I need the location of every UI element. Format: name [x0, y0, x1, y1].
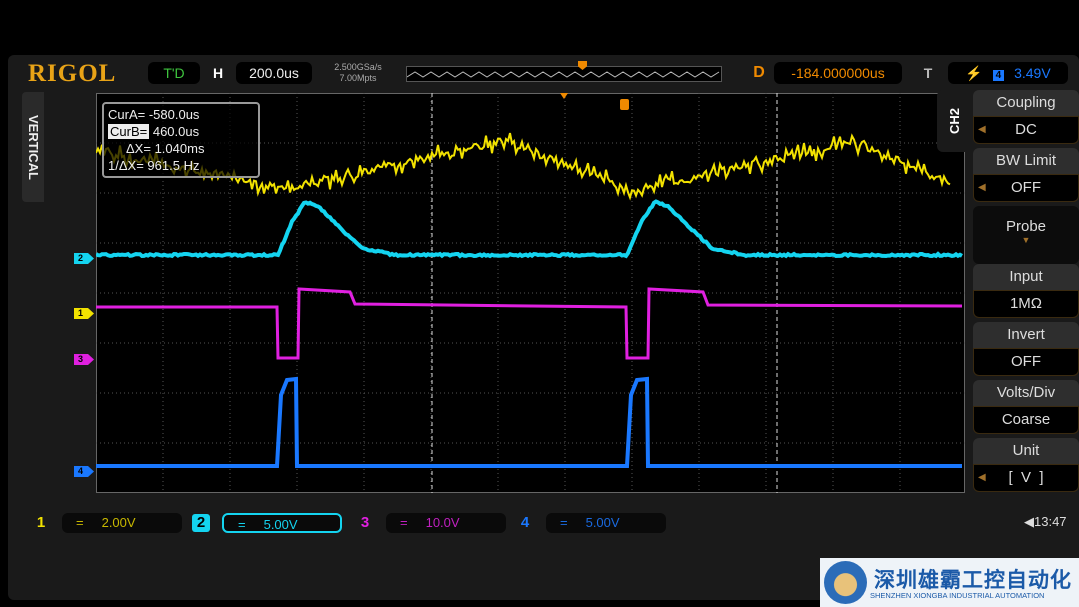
rising-edge-icon: ⚡: [965, 65, 982, 81]
dc-coupling-icon: =: [238, 517, 246, 532]
menu-title: BW Limit: [973, 148, 1079, 174]
menu-value: OFF: [973, 348, 1079, 376]
dc-coupling-icon: =: [76, 515, 84, 530]
left-arrow-icon: ◀: [978, 465, 986, 491]
ch2-scale[interactable]: = 5.00V: [222, 513, 342, 533]
left-arrow-icon: ◀: [978, 175, 986, 201]
ch1-button[interactable]: 1: [32, 514, 50, 532]
menu-value: Coarse: [973, 406, 1079, 434]
menu-value: 1MΩ: [973, 290, 1079, 318]
menu-value: DC: [1015, 121, 1037, 138]
left-arrow-icon: ◀: [978, 117, 986, 143]
menu-bw-limit[interactable]: BW Limit ◀ OFF: [973, 148, 1079, 206]
watermark-chinese: 深圳雄霸工控自动化: [874, 564, 1072, 594]
mascot-logo-icon: [824, 561, 867, 604]
status-bar: RIGOL T'D H 200.0us 2.500GSa/s 7.00Mpts …: [18, 60, 1079, 86]
menu-title: Coupling: [973, 90, 1079, 116]
ch4-scale-value: 5.00V: [586, 515, 620, 530]
channel-menu-tab: CH2: [937, 90, 973, 152]
cur-a-value: -580.0us: [149, 107, 200, 122]
channel-menu: Coupling ◀ DC BW Limit ◀ OFF Probe ▼ Input 1MΩ…: [973, 90, 1079, 496]
ch4-scale[interactable]: = 5.00V: [546, 513, 666, 533]
menu-title: Volts/Div: [973, 380, 1079, 406]
delay-label: D: [748, 62, 770, 84]
run-status[interactable]: T'D: [148, 62, 200, 84]
watermark-english: SHENZHEN XIONGBA INDUSTRIAL AUTOMATION: [870, 591, 1044, 600]
ch2-scale-value: 5.00V: [264, 517, 298, 532]
trigger-level: 3.49V: [1014, 65, 1051, 81]
trigger-marker: [620, 99, 629, 110]
horizontal-label: H: [206, 62, 230, 84]
cur-a-label: CurA=: [108, 107, 145, 122]
menu-value: [ V ]: [1008, 469, 1043, 486]
sample-rate: 2.500GSa/s: [318, 62, 398, 72]
speaker-icon[interactable]: ◀: [1024, 514, 1034, 529]
menu-value: OFF: [1011, 179, 1041, 196]
timebase-value[interactable]: 200.0us: [236, 62, 312, 84]
channel-bar: 1 = 2.00V 2 = 5.00V 3 = 10.0V 4 = 5.00V ◀13:…: [30, 512, 1079, 534]
inv-delta-x-label: 1/ΔX=: [108, 158, 144, 173]
ch3-trace: [96, 289, 962, 358]
dc-coupling-icon: =: [560, 515, 568, 530]
memory-depth: 7.00Mpts: [318, 73, 398, 83]
menu-coupling[interactable]: Coupling ◀ DC: [973, 90, 1079, 148]
menu-input[interactable]: Input 1MΩ: [973, 264, 1079, 322]
inv-delta-x-value: 961.5 Hz: [147, 158, 199, 173]
delay-value[interactable]: -184.000000us: [774, 62, 902, 84]
ch4-button[interactable]: 4: [516, 514, 534, 532]
cursor-readout: CurA= -580.0us CurB= 460.0us ΔX= 1.040ms…: [102, 102, 260, 178]
ch2-button[interactable]: 2: [192, 514, 210, 532]
trigger-source: 4: [993, 70, 1005, 81]
waveform-overview[interactable]: [406, 66, 722, 82]
menu-volts-div[interactable]: Volts/Div Coarse: [973, 380, 1079, 438]
cur-b-value: 460.0us: [153, 124, 199, 139]
clock: ◀13:47: [1024, 514, 1067, 530]
vertical-tab[interactable]: VERTICAL: [22, 92, 44, 202]
menu-unit[interactable]: Unit ◀ [ V ]: [973, 438, 1079, 496]
trigger-position-marker: [560, 93, 568, 99]
menu-title: Unit: [973, 438, 1079, 464]
ch3-button[interactable]: 3: [356, 514, 374, 532]
ch3-scale[interactable]: = 10.0V: [386, 513, 506, 533]
dc-coupling-icon: =: [400, 515, 408, 530]
ch1-scale-value: 2.00V: [102, 515, 136, 530]
ch3-scale-value: 10.0V: [426, 515, 460, 530]
trigger-label: T: [918, 62, 938, 84]
menu-title: Invert: [973, 322, 1079, 348]
delta-x-value: 1.040ms: [155, 141, 205, 156]
menu-title: Probe: [973, 218, 1079, 235]
trigger-settings[interactable]: ⚡ 4 3.49V: [948, 62, 1068, 84]
time-value: 13:47: [1034, 514, 1067, 529]
rigol-logo: RIGOL: [28, 60, 116, 88]
menu-probe[interactable]: Probe ▼: [973, 206, 1079, 264]
menu-title: Input: [973, 264, 1079, 290]
ch1-scale[interactable]: = 2.00V: [62, 513, 182, 533]
menu-invert[interactable]: Invert OFF: [973, 322, 1079, 380]
dropdown-arrow-icon: ▼: [973, 235, 1079, 245]
cur-b-label: CurB=: [108, 124, 149, 139]
ch4-trace: [96, 379, 962, 466]
ch2-trace: [96, 201, 962, 256]
watermark: 深圳雄霸工控自动化 SHENZHEN XIONGBA INDUSTRIAL AU…: [820, 558, 1079, 607]
delta-x-label: ΔX=: [126, 141, 151, 156]
